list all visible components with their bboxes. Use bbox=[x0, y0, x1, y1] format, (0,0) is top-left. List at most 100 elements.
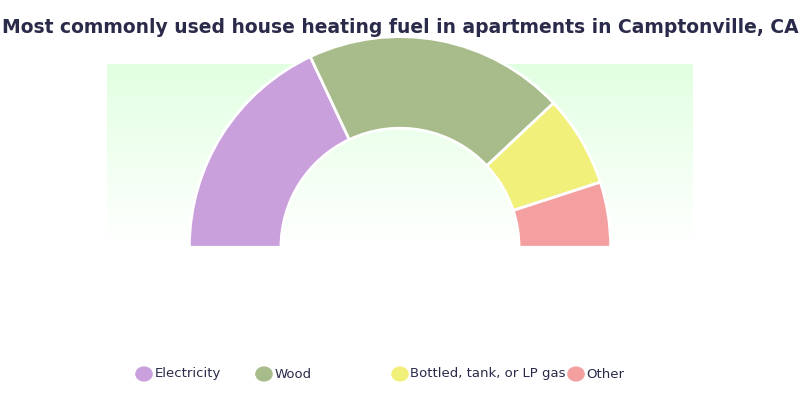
Bar bbox=[107, 148, 693, 150]
Bar bbox=[107, 172, 693, 174]
Bar bbox=[107, 68, 693, 70]
Bar bbox=[107, 170, 693, 172]
Bar bbox=[107, 211, 693, 212]
Bar bbox=[107, 66, 693, 68]
Bar bbox=[107, 240, 693, 242]
Bar bbox=[107, 242, 693, 244]
Text: Wood: Wood bbox=[274, 368, 311, 380]
Bar bbox=[107, 88, 693, 90]
Bar bbox=[107, 202, 693, 203]
Bar bbox=[107, 159, 693, 161]
Bar bbox=[107, 234, 693, 236]
Bar bbox=[107, 101, 693, 102]
Wedge shape bbox=[486, 103, 600, 210]
Bar bbox=[107, 106, 693, 108]
Bar bbox=[107, 77, 693, 79]
Bar bbox=[107, 225, 693, 227]
Bar bbox=[107, 79, 693, 80]
Text: Other: Other bbox=[586, 368, 624, 380]
Bar bbox=[107, 73, 693, 75]
Bar bbox=[107, 110, 693, 112]
Bar bbox=[107, 141, 693, 143]
Bar bbox=[107, 136, 693, 137]
Bar bbox=[107, 190, 693, 192]
Bar bbox=[107, 209, 693, 211]
Bar bbox=[107, 222, 693, 224]
Text: Most commonly used house heating fuel in apartments in Camptonville, CA: Most commonly used house heating fuel in… bbox=[2, 18, 798, 37]
Bar bbox=[107, 150, 693, 152]
Bar bbox=[107, 180, 693, 181]
Bar bbox=[107, 224, 693, 225]
Text: Electricity: Electricity bbox=[154, 368, 221, 380]
Bar bbox=[107, 154, 693, 156]
Bar bbox=[107, 174, 693, 176]
Bar bbox=[107, 112, 693, 114]
Bar bbox=[107, 187, 693, 189]
Bar bbox=[107, 218, 693, 220]
Bar bbox=[107, 220, 693, 222]
Bar bbox=[107, 108, 693, 110]
Wedge shape bbox=[514, 182, 610, 247]
Bar bbox=[107, 196, 693, 198]
Bar bbox=[107, 181, 693, 183]
Bar bbox=[107, 104, 693, 106]
Bar bbox=[107, 114, 693, 115]
Bar bbox=[107, 80, 693, 82]
Bar bbox=[107, 214, 693, 216]
Bar bbox=[107, 94, 693, 95]
Bar bbox=[107, 130, 693, 132]
Bar bbox=[107, 95, 693, 97]
Bar bbox=[107, 152, 693, 154]
Bar bbox=[107, 236, 693, 238]
Bar bbox=[107, 198, 693, 200]
Bar bbox=[107, 70, 693, 72]
Bar bbox=[107, 121, 693, 123]
Bar bbox=[107, 244, 693, 246]
Bar bbox=[107, 233, 693, 234]
Bar bbox=[107, 194, 693, 196]
Bar bbox=[107, 168, 693, 170]
Bar bbox=[107, 90, 693, 92]
Bar bbox=[107, 123, 693, 124]
Bar bbox=[107, 132, 693, 134]
Bar bbox=[107, 200, 693, 202]
Bar bbox=[107, 189, 693, 190]
Bar bbox=[107, 246, 693, 247]
Bar bbox=[107, 97, 693, 99]
Bar bbox=[107, 238, 693, 240]
Bar bbox=[107, 134, 693, 136]
Bar bbox=[107, 99, 693, 101]
Bar bbox=[107, 229, 693, 231]
Bar bbox=[107, 192, 693, 194]
Bar bbox=[107, 86, 693, 88]
Bar bbox=[107, 161, 693, 163]
Wedge shape bbox=[190, 57, 350, 247]
Bar bbox=[107, 102, 693, 104]
Bar bbox=[107, 205, 693, 207]
Bar bbox=[107, 158, 693, 159]
Bar bbox=[107, 75, 693, 77]
Bar bbox=[107, 183, 693, 185]
Text: Bottled, tank, or LP gas: Bottled, tank, or LP gas bbox=[410, 368, 566, 380]
Bar bbox=[107, 145, 693, 146]
Bar bbox=[107, 165, 693, 167]
Bar bbox=[107, 146, 693, 148]
Bar bbox=[107, 84, 693, 86]
Bar bbox=[107, 117, 693, 119]
Bar bbox=[107, 119, 693, 121]
Bar bbox=[107, 64, 693, 66]
Bar bbox=[107, 216, 693, 218]
Bar bbox=[107, 231, 693, 233]
Bar bbox=[107, 185, 693, 187]
Bar bbox=[107, 203, 693, 205]
Bar bbox=[107, 82, 693, 84]
Bar bbox=[107, 207, 693, 209]
Bar bbox=[107, 139, 693, 141]
Bar bbox=[107, 72, 693, 73]
Bar bbox=[107, 126, 693, 128]
Bar bbox=[107, 115, 693, 117]
Bar bbox=[107, 124, 693, 126]
Bar bbox=[107, 212, 693, 214]
Bar bbox=[107, 137, 693, 139]
Bar bbox=[107, 227, 693, 229]
